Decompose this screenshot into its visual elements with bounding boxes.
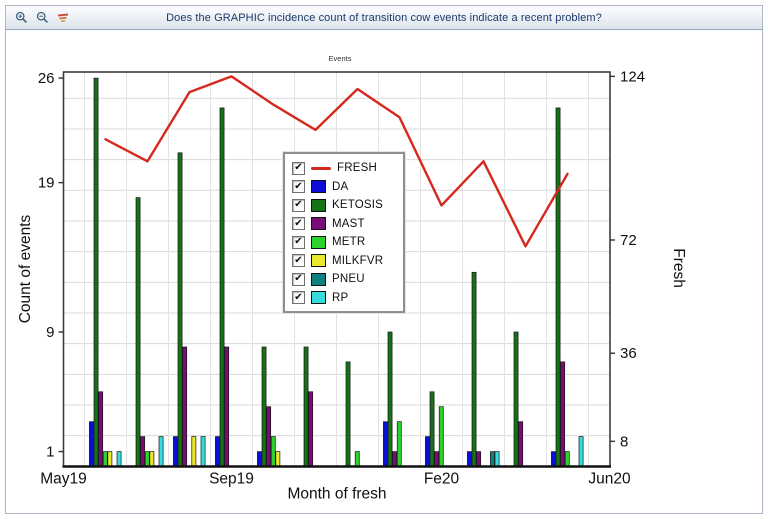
legend-checkbox-pneu[interactable]: ✔ bbox=[292, 272, 305, 286]
legend-row-metr: ✔ METR bbox=[292, 233, 396, 252]
legend-checkbox-milkfvr[interactable]: ✔ bbox=[292, 254, 305, 268]
svg-text:Sep19: Sep19 bbox=[209, 471, 254, 488]
color-swatch bbox=[311, 180, 326, 194]
svg-text:Month of fresh: Month of fresh bbox=[287, 486, 386, 503]
svg-text:72: 72 bbox=[620, 232, 637, 249]
chart-legend: ✔ FRESH ✔ DA ✔ KETOSIS ✔ MAST ✔ METR ✔ MILKFVR ✔ PNEU… bbox=[283, 152, 405, 313]
color-swatch bbox=[311, 217, 326, 231]
legend-label: MAST bbox=[332, 217, 365, 230]
svg-text:Events: Events bbox=[329, 54, 352, 63]
svg-text:May19: May19 bbox=[40, 471, 87, 488]
legend-row-ketosis: ✔ KETOSIS bbox=[292, 196, 396, 215]
legend-label: METR bbox=[332, 236, 366, 249]
color-swatch bbox=[311, 272, 326, 286]
legend-label: PNEU bbox=[332, 273, 365, 286]
line-swatch bbox=[311, 166, 331, 170]
window-title: Does the GRAPHIC incidence count of tran… bbox=[166, 11, 602, 24]
legend-label: MILKFVR bbox=[332, 254, 384, 267]
svg-text:Fresh: Fresh bbox=[670, 248, 687, 288]
toolbar bbox=[14, 10, 71, 25]
legend-label: RP bbox=[332, 291, 349, 304]
svg-text:9: 9 bbox=[46, 324, 54, 341]
legend-row-fresh: ✔ FRESH bbox=[292, 159, 396, 178]
svg-text:Count of events: Count of events bbox=[17, 214, 34, 323]
legend-row-mast: ✔ MAST bbox=[292, 215, 396, 234]
svg-text:19: 19 bbox=[38, 175, 55, 192]
svg-text:Fe20: Fe20 bbox=[424, 471, 460, 488]
legend-label: FRESH bbox=[337, 162, 377, 175]
window-titlebar: Does the GRAPHIC incidence count of tran… bbox=[6, 6, 762, 30]
legend-checkbox-fresh[interactable]: ✔ bbox=[292, 161, 305, 175]
legend-checkbox-mast[interactable]: ✔ bbox=[292, 217, 305, 231]
legend-checkbox-da[interactable]: ✔ bbox=[292, 180, 305, 194]
svg-text:36: 36 bbox=[620, 345, 637, 362]
legend-label: DA bbox=[332, 180, 349, 193]
svg-text:124: 124 bbox=[620, 68, 645, 85]
legend-row-pneu: ✔ PNEU bbox=[292, 270, 396, 289]
color-swatch bbox=[311, 254, 326, 268]
legend-checkbox-ketosis[interactable]: ✔ bbox=[292, 198, 305, 212]
color-swatch bbox=[311, 198, 326, 212]
zoom-out-icon[interactable] bbox=[35, 10, 50, 25]
legend-label: KETOSIS bbox=[332, 199, 384, 212]
color-swatch bbox=[311, 291, 326, 305]
svg-text:Jun20: Jun20 bbox=[588, 471, 631, 488]
sort-filter-icon[interactable] bbox=[56, 10, 71, 25]
svg-text:1: 1 bbox=[46, 444, 54, 461]
legend-row-rp: ✔ RP bbox=[292, 289, 396, 308]
legend-checkbox-rp[interactable]: ✔ bbox=[292, 291, 305, 305]
legend-row-da: ✔ DA bbox=[292, 178, 396, 197]
svg-text:8: 8 bbox=[620, 433, 628, 450]
legend-row-milkfvr: ✔ MILKFVR bbox=[292, 252, 396, 271]
color-swatch bbox=[311, 235, 326, 249]
svg-text:26: 26 bbox=[38, 70, 55, 87]
legend-checkbox-metr[interactable]: ✔ bbox=[292, 235, 305, 249]
zoom-in-icon[interactable] bbox=[14, 10, 29, 25]
